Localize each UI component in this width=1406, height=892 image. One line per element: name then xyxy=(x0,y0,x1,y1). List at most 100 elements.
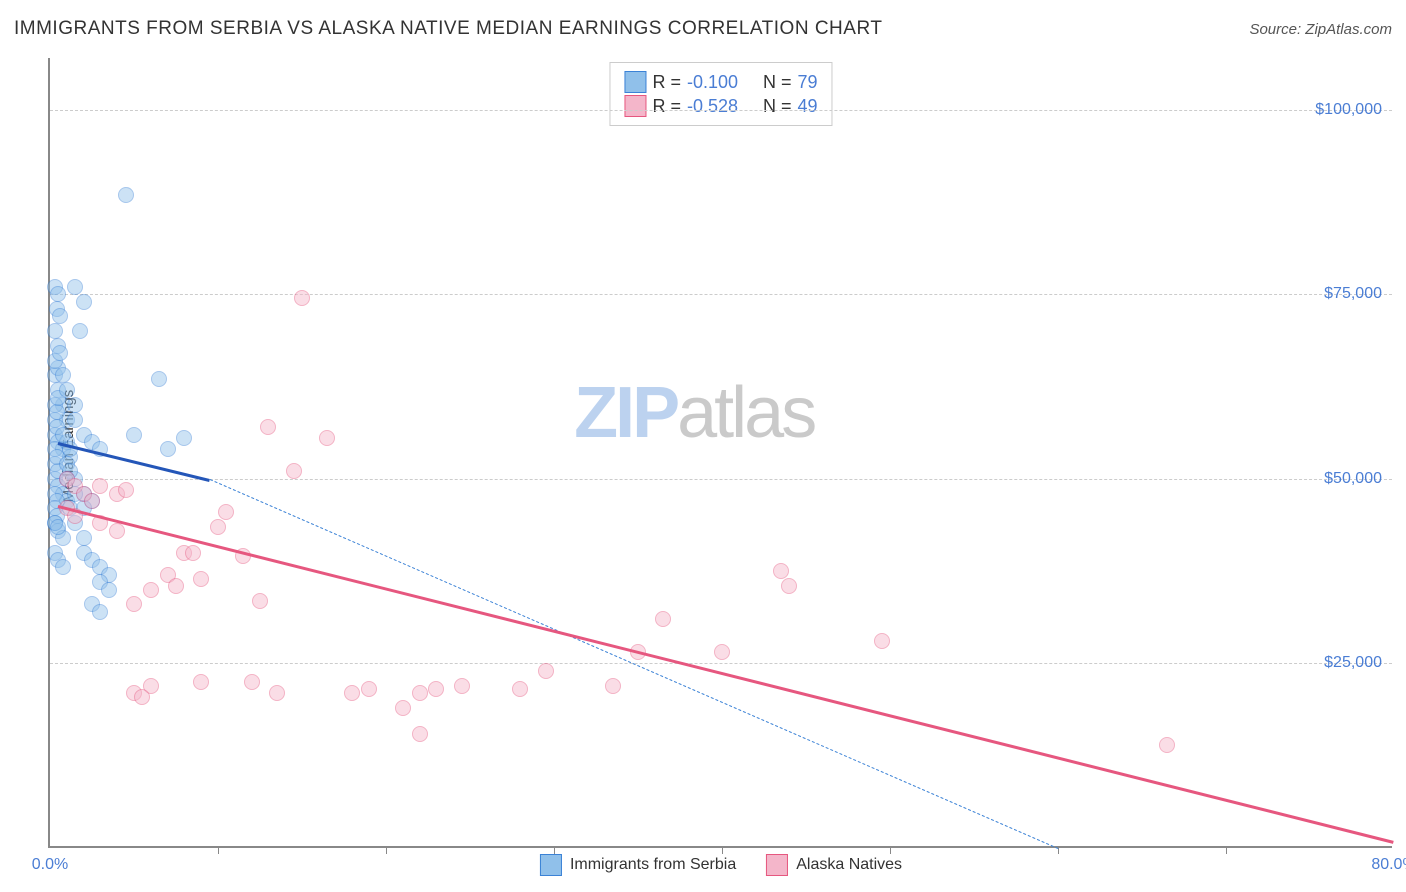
scatter-point xyxy=(193,674,209,690)
scatter-point xyxy=(218,504,234,520)
x-minor-tick xyxy=(386,846,387,854)
legend-swatch xyxy=(624,71,646,93)
series-legend-item: Immigrants from Serbia xyxy=(540,854,736,876)
scatter-point xyxy=(59,382,75,398)
x-tick-label: 0.0% xyxy=(32,856,68,874)
correlation-legend-row: R = -0.528 N = 49 xyxy=(624,95,817,117)
scatter-point xyxy=(55,559,71,575)
legend-n-value: 49 xyxy=(798,96,818,117)
legend-r-label: R = xyxy=(652,72,681,93)
scatter-point xyxy=(67,279,83,295)
scatter-point xyxy=(76,294,92,310)
scatter-point xyxy=(92,604,108,620)
scatter-point xyxy=(210,519,226,535)
scatter-point xyxy=(143,582,159,598)
scatter-point xyxy=(72,323,88,339)
scatter-point xyxy=(126,427,142,443)
x-minor-tick xyxy=(218,846,219,854)
scatter-point xyxy=(655,611,671,627)
legend-swatch xyxy=(624,95,646,117)
x-minor-tick xyxy=(554,846,555,854)
scatter-point xyxy=(67,412,83,428)
series-legend: Immigrants from Serbia Alaska Natives xyxy=(540,854,902,876)
scatter-point xyxy=(176,430,192,446)
scatter-point xyxy=(109,523,125,539)
scatter-point xyxy=(50,286,66,302)
gridline xyxy=(50,110,1392,111)
scatter-point xyxy=(428,681,444,697)
legend-swatch xyxy=(766,854,788,876)
scatter-point xyxy=(252,593,268,609)
correlation-legend: R = -0.100 N = 79 R = -0.528 N = 49 xyxy=(609,62,832,126)
scatter-point xyxy=(101,582,117,598)
trend-line xyxy=(58,505,1394,843)
scatter-point xyxy=(118,187,134,203)
correlation-legend-row: R = -0.100 N = 79 xyxy=(624,71,817,93)
legend-n-label: N = xyxy=(763,72,792,93)
scatter-point xyxy=(361,681,377,697)
scatter-point xyxy=(151,371,167,387)
scatter-point xyxy=(395,700,411,716)
legend-swatch xyxy=(540,854,562,876)
scatter-point xyxy=(160,441,176,457)
scatter-point xyxy=(84,493,100,509)
scatter-point xyxy=(118,482,134,498)
legend-r-value: -0.528 xyxy=(687,96,757,117)
series-name: Immigrants from Serbia xyxy=(570,856,736,874)
scatter-point xyxy=(605,678,621,694)
x-minor-tick xyxy=(1226,846,1227,854)
scatter-point xyxy=(454,678,470,694)
scatter-point xyxy=(269,685,285,701)
scatter-point xyxy=(538,663,554,679)
scatter-point xyxy=(126,596,142,612)
series-name: Alaska Natives xyxy=(796,856,902,874)
y-tick-label: $100,000 xyxy=(1315,101,1382,119)
y-tick-label: $50,000 xyxy=(1324,470,1382,488)
scatter-point xyxy=(67,397,83,413)
x-tick-label: 80.0% xyxy=(1371,856,1406,874)
chart-title: IMMIGRANTS FROM SERBIA VS ALASKA NATIVE … xyxy=(14,18,882,40)
watermark-part2: atlas xyxy=(677,373,814,453)
scatter-point xyxy=(412,685,428,701)
scatter-point xyxy=(49,404,65,420)
chart-area: ZIPatlas R =-0.100N =79R =-0.528N =49 Im… xyxy=(48,58,1392,848)
legend-r-label: R = xyxy=(652,96,681,117)
scatter-point xyxy=(874,633,890,649)
scatter-point xyxy=(286,463,302,479)
scatter-point xyxy=(185,545,201,561)
scatter-point xyxy=(781,578,797,594)
scatter-point xyxy=(76,530,92,546)
gridline xyxy=(50,294,1392,295)
scatter-point xyxy=(193,571,209,587)
scatter-point xyxy=(412,726,428,742)
gridline xyxy=(50,663,1392,664)
y-tick-label: $25,000 xyxy=(1324,654,1382,672)
watermark: ZIPatlas xyxy=(574,372,814,454)
scatter-point xyxy=(714,644,730,660)
scatter-point xyxy=(92,478,108,494)
y-tick-label: $75,000 xyxy=(1324,285,1382,303)
scatter-point xyxy=(47,323,63,339)
legend-n-value: 79 xyxy=(798,72,818,93)
scatter-point xyxy=(294,290,310,306)
scatter-point xyxy=(773,563,789,579)
series-legend-item: Alaska Natives xyxy=(766,854,902,876)
scatter-point xyxy=(134,689,150,705)
scatter-point xyxy=(55,427,71,443)
scatter-point xyxy=(55,367,71,383)
legend-r-value: -0.100 xyxy=(687,72,757,93)
scatter-point xyxy=(52,345,68,361)
scatter-point xyxy=(50,519,66,535)
legend-n-label: N = xyxy=(763,96,792,117)
scatter-point xyxy=(319,430,335,446)
x-minor-tick xyxy=(722,846,723,854)
scatter-point xyxy=(244,674,260,690)
scatter-point xyxy=(260,419,276,435)
watermark-part1: ZIP xyxy=(574,373,677,453)
scatter-point xyxy=(52,308,68,324)
gridline xyxy=(50,479,1392,480)
scatter-point xyxy=(344,685,360,701)
scatter-point xyxy=(168,578,184,594)
source-label: Source: ZipAtlas.com xyxy=(1249,21,1392,38)
scatter-point xyxy=(512,681,528,697)
